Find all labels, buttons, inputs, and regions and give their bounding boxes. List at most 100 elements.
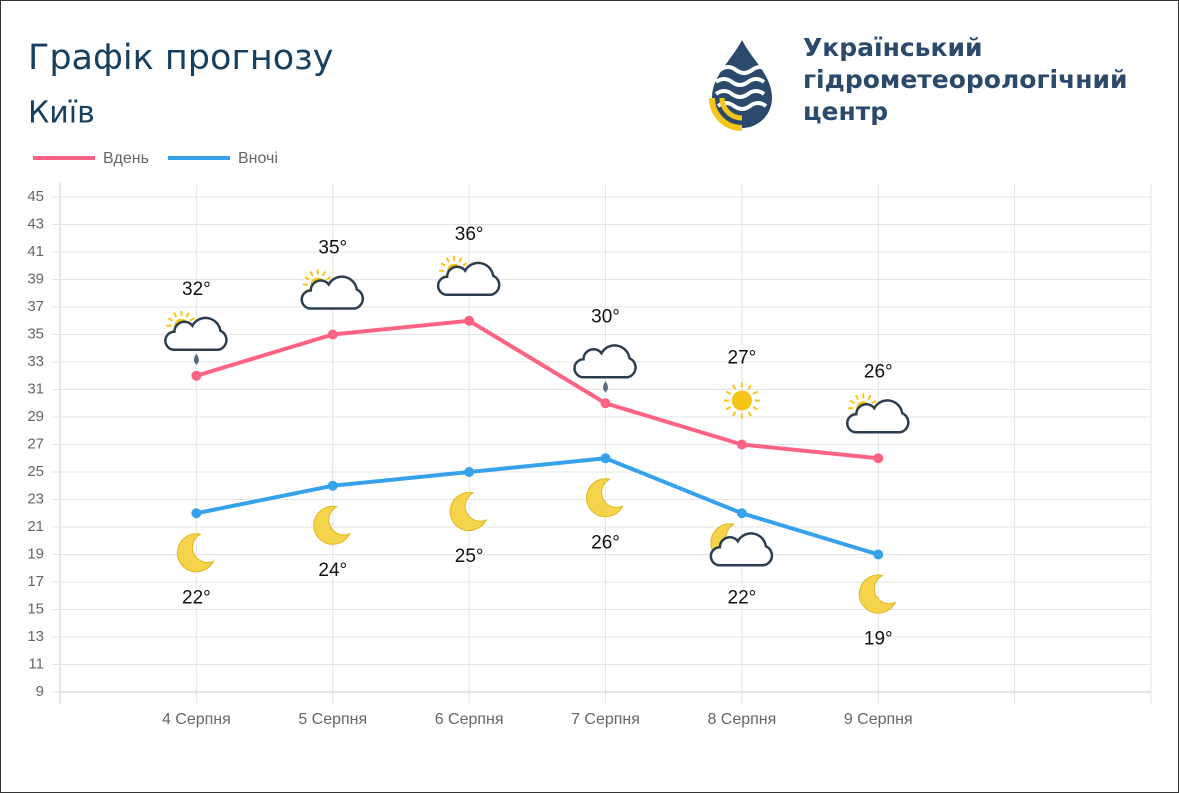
weather-icon <box>449 492 488 532</box>
y-tick-label: 9 <box>36 683 44 700</box>
y-tick-label: 41 <box>27 243 44 260</box>
series-line <box>195 318 879 461</box>
x-tick-label: 7 Серпня <box>571 711 640 728</box>
data-point <box>327 480 338 491</box>
sun-ray <box>440 262 446 267</box>
logo-icon <box>709 40 772 131</box>
data-label: 32° <box>182 279 211 300</box>
data-point <box>464 467 475 477</box>
rain-drop <box>193 353 199 365</box>
chart-subtitle: Київ <box>28 96 95 131</box>
y-tick-label: 25 <box>27 463 44 480</box>
data-label: 35° <box>318 238 347 259</box>
sun-ray <box>732 384 737 390</box>
weather-icon <box>300 269 365 310</box>
sun-ray <box>752 406 758 411</box>
data-point <box>191 508 202 519</box>
weather-icon <box>723 382 760 419</box>
sun-ray <box>871 399 877 405</box>
sun-ray <box>462 262 468 267</box>
x-tick-label: 5 Серпня <box>298 711 367 728</box>
data-label: 30° <box>591 306 620 327</box>
sun-ray <box>304 276 310 281</box>
y-tick-label: 39 <box>27 270 44 287</box>
cloud <box>846 399 910 434</box>
x-tick-label: 4 Серпня <box>162 711 231 728</box>
y-tick-label: 17 <box>27 573 44 590</box>
data-point <box>191 370 202 381</box>
cloud <box>164 316 228 351</box>
y-tick-label: 27 <box>27 435 44 452</box>
y-tick-label: 23 <box>27 490 44 507</box>
sun-ray <box>854 394 860 401</box>
y-tick-label: 15 <box>27 600 44 617</box>
data-point <box>736 508 747 519</box>
data-point <box>600 398 611 409</box>
series-line <box>195 456 879 557</box>
data-label: 26° <box>591 532 620 553</box>
data-label: 24° <box>318 560 347 581</box>
data-point <box>464 315 475 326</box>
y-tick-label: 19 <box>27 545 44 562</box>
data-label: 27° <box>728 348 757 369</box>
weather-icon <box>164 310 228 365</box>
data-label: 26° <box>864 361 893 382</box>
weather-icon <box>573 344 637 393</box>
y-tick-label: 45 <box>27 188 44 205</box>
sun-ray <box>173 312 178 318</box>
weather-icon <box>586 478 624 518</box>
weather-icon <box>858 574 897 614</box>
moon <box>586 478 624 518</box>
data-label: 36° <box>455 224 484 245</box>
logo-text: гідрометеорологічний <box>803 65 1128 94</box>
data-point <box>873 549 884 560</box>
y-tick-label: 43 <box>27 215 44 232</box>
sun-ray <box>325 276 332 281</box>
sun-ray <box>445 257 450 263</box>
weather-icon <box>846 393 910 434</box>
y-tick-label: 11 <box>28 655 44 672</box>
data-point <box>600 453 611 464</box>
sun <box>731 390 752 411</box>
chart-title: Графік прогнозу <box>28 38 333 78</box>
x-tick-label: 8 Серпня <box>707 711 776 728</box>
cloud <box>573 344 637 379</box>
sun-ray <box>189 317 195 322</box>
logo-text: центр <box>803 97 888 126</box>
sun-ray <box>752 390 758 395</box>
weather-icon <box>313 505 351 545</box>
x-tick-label: 6 Серпня <box>435 711 504 728</box>
data-label: 22° <box>182 587 211 608</box>
cloud <box>709 532 774 567</box>
sun-ray <box>849 399 856 405</box>
sun-ray <box>167 317 174 322</box>
cloud <box>436 261 501 296</box>
legend-label: Вдень <box>103 150 149 167</box>
cloud <box>300 275 365 310</box>
moon <box>449 492 488 532</box>
sun-ray <box>747 411 752 417</box>
y-tick-label: 31 <box>27 380 44 397</box>
sun-ray <box>458 257 463 263</box>
moon <box>176 533 215 573</box>
y-tick-label: 33 <box>27 353 44 370</box>
sun-ray <box>747 384 752 390</box>
logo-text: Український <box>803 33 982 62</box>
moon <box>313 505 351 545</box>
y-tick-label: 13 <box>27 628 44 645</box>
legend-label: Вночі <box>238 150 278 167</box>
y-tick-label: 37 <box>27 298 44 315</box>
sun-ray <box>725 406 732 411</box>
data-label: 22° <box>728 587 757 608</box>
data-label: 19° <box>864 629 893 650</box>
sun-ray <box>185 312 190 318</box>
moon <box>858 574 897 614</box>
data-point <box>327 329 338 340</box>
y-tick-label: 35 <box>27 325 44 342</box>
weather-icon <box>176 533 215 573</box>
sun-ray <box>309 271 314 277</box>
sun-ray <box>321 271 327 277</box>
x-tick-label: 9 Серпня <box>844 711 913 728</box>
